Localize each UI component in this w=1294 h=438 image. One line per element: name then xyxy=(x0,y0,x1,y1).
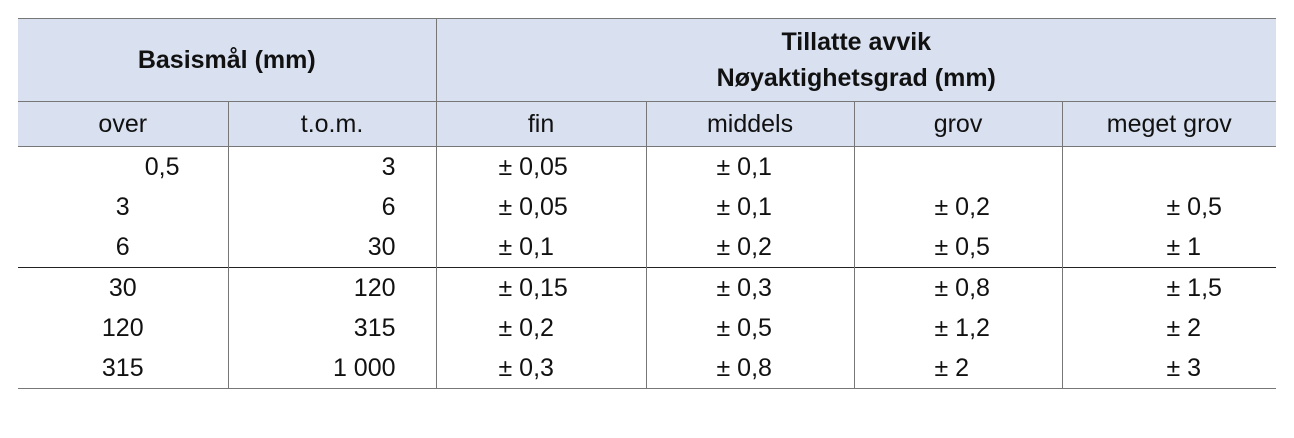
header-tillatte-line2: Nøyaktighetsgrad (mm) xyxy=(716,64,996,92)
column-header-over: over xyxy=(18,101,229,147)
cell-grov xyxy=(854,146,1063,187)
cell-fin: ± 0,05 xyxy=(436,146,647,187)
cell-over: 315 xyxy=(18,348,229,389)
cell-over: 30 xyxy=(18,267,229,308)
column-header-grov: grov xyxy=(854,101,1063,147)
table-row: 6 30 ± 0,1 ± 0,2 ± 0,5 ± 1 xyxy=(18,227,1276,268)
cell-fin: ± 0,3 xyxy=(436,348,647,389)
column-header-tom: t.o.m. xyxy=(228,101,437,147)
header-row-columns: over t.o.m. fin middels grov meget grov xyxy=(18,101,1277,147)
cell-tom: 30 xyxy=(228,227,437,268)
cell-over: 6 xyxy=(18,227,229,268)
cell-meget-grov: ± 0,5 xyxy=(1166,192,1222,221)
cell-grov: ± 1,2 xyxy=(854,308,1063,348)
cell-middels: ± 0,3 xyxy=(646,267,855,308)
table-row: 315 1 000 ± 0,3 ± 0,8 ± 2 ± 3 xyxy=(18,348,1276,389)
cell-tom: 120 xyxy=(228,267,437,308)
cell-middels: ± 0,5 xyxy=(646,308,855,348)
cell-middels: ± 0,8 xyxy=(646,348,855,389)
cell-over: 0,5 xyxy=(18,146,229,187)
cell-meget-grov: ± 1,5 xyxy=(1062,267,1277,308)
tolerance-table: Basismål (mm) Tillatte avvik Nøyaktighet… xyxy=(18,18,1277,389)
cell-over: 120 xyxy=(18,308,229,348)
cell-tom: 315 xyxy=(228,308,437,348)
table-row: 3 6 ± 0,05 ± 0,1 ± 0,2 ± 0,5 xyxy=(18,187,1276,227)
cell-fin: ± 0,1 xyxy=(436,227,647,268)
header-tillatte-line1: Tillatte avvik xyxy=(781,28,932,56)
cell-fin: ± 0,2 xyxy=(436,308,647,348)
cell-meget-grov xyxy=(1062,147,1276,188)
cell-grov: ± 0,2 xyxy=(854,187,1063,227)
column-header-fin: fin xyxy=(436,101,647,147)
cell-tom: 6 xyxy=(228,187,437,227)
cell-meget-grov: ± 2 xyxy=(1166,313,1202,342)
cell-over: 3 xyxy=(18,187,229,227)
column-header-meget-grov: meget grov xyxy=(1062,101,1277,147)
cell-tom: 1 000 xyxy=(228,348,437,389)
column-header-middels: middels xyxy=(646,101,855,147)
table-row: 120 315 ± 0,2 ± 0,5 ± 1,2 ± 2 xyxy=(18,308,1276,348)
cell-meget-grov: ± 1 xyxy=(1166,232,1202,261)
header-basismal: Basismål (mm) xyxy=(18,18,437,102)
header-row-top: Basismål (mm) Tillatte avvik Nøyaktighet… xyxy=(18,18,1277,102)
cell-grov: ± 0,8 xyxy=(854,267,1063,308)
cell-tom: 3 xyxy=(228,146,437,187)
cell-grov: ± 0,5 xyxy=(854,227,1063,268)
cell-fin: ± 0,15 xyxy=(436,267,647,308)
header-tillatte-avvik: Tillatte avvik Nøyaktighetsgrad (mm) xyxy=(436,18,1277,102)
cell-middels: ± 0,1 xyxy=(646,187,855,227)
table-row: 0,5 3 ± 0,05 ± 0,1 xyxy=(18,146,1276,188)
cell-fin: ± 0,05 xyxy=(436,187,647,227)
cell-meget-grov: ± 3 xyxy=(1166,353,1202,382)
cell-middels: ± 0,1 xyxy=(646,146,855,187)
table-row: 30 120 ± 0,15 ± 0,3 ± 0,8 ± 1,5 xyxy=(18,267,1277,308)
cell-middels: ± 0,2 xyxy=(646,227,855,268)
cell-grov: ± 2 xyxy=(854,348,1063,389)
